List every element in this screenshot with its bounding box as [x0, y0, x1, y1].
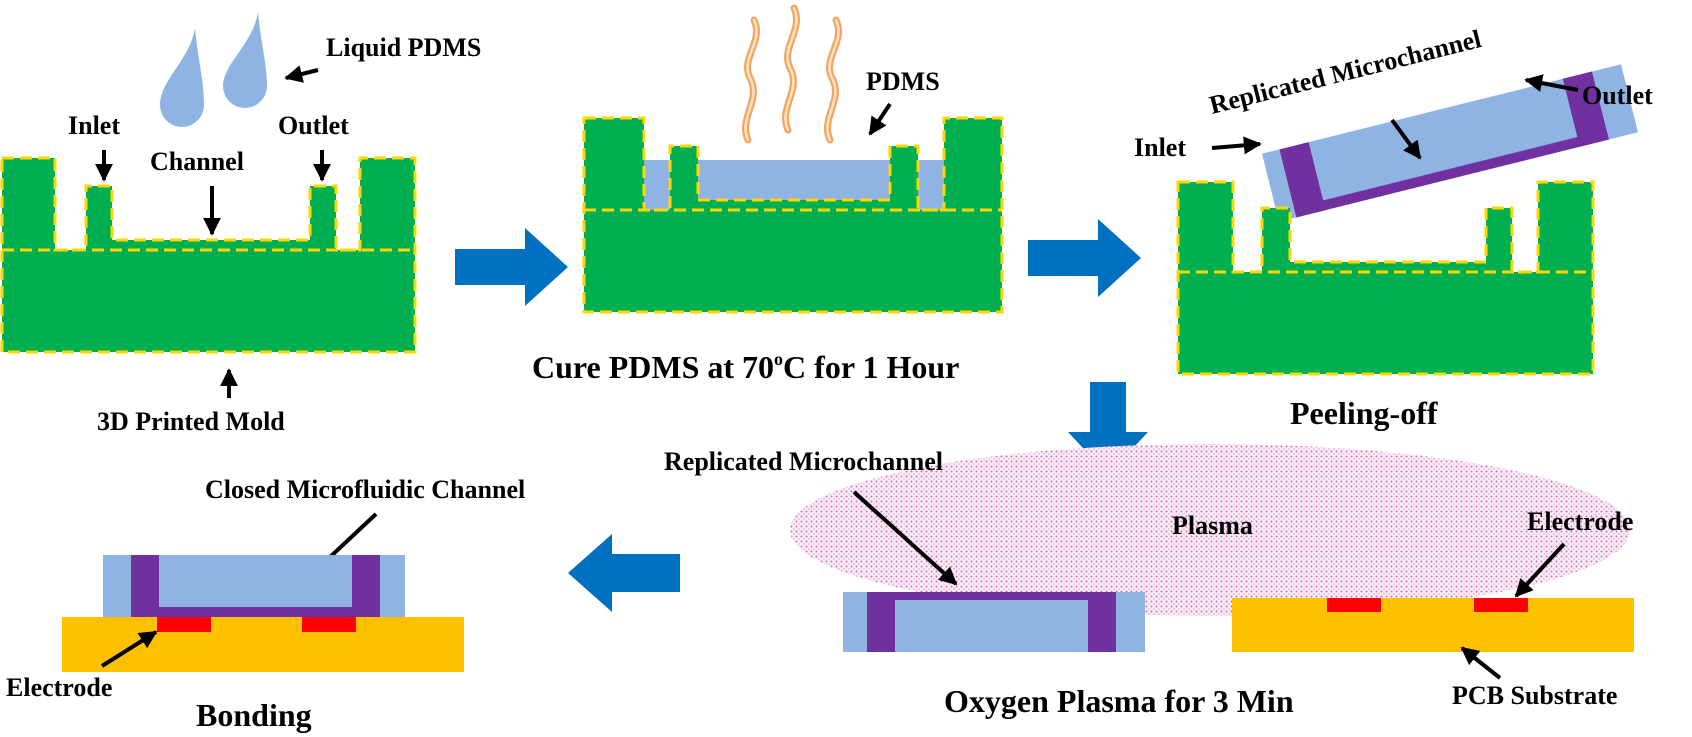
inlet-label: Inlet — [1134, 133, 1186, 162]
process-arrow — [568, 534, 680, 612]
pcb-substrate — [1232, 598, 1634, 652]
plasma-label: Plasma — [1172, 511, 1253, 540]
stage-bonding: Closed Microfluidic Channel Electrode Bo… — [6, 475, 525, 733]
replicated-label: Replicated Microchannel — [1206, 24, 1484, 120]
peel-caption: Peeling-off — [1290, 395, 1438, 431]
drop-icon — [160, 28, 204, 127]
electrode — [157, 617, 211, 632]
liquid-pdms-label: Liquid PDMS — [326, 33, 481, 62]
mold-body — [0, 156, 417, 354]
stage-plasma: Plasma Replicated Microchannel Electrode… — [664, 444, 1634, 719]
process-arrow — [1028, 219, 1141, 297]
pdms-channel-piece — [843, 592, 1145, 652]
process-arrow — [455, 228, 568, 306]
replicated-microchannel-piece — [1262, 64, 1638, 222]
drop-icon — [223, 12, 267, 108]
closed-channel-label: Closed Microfluidic Channel — [205, 475, 525, 504]
bonded-device — [62, 555, 464, 672]
channel-label: Channel — [150, 147, 244, 176]
mold-body — [1176, 180, 1595, 376]
inlet-label: Inlet — [68, 111, 120, 140]
pcb-label: PCB Substrate — [1452, 681, 1617, 710]
plasma-cloud — [790, 444, 1630, 616]
cure-caption: Cure PDMS at 70oC for 1 Hour — [532, 349, 959, 385]
stage-mold: Liquid PDMS Inlet Channel Outlet 3D Prin… — [0, 12, 481, 436]
electrode — [1474, 598, 1528, 612]
replicated-label: Replicated Microchannel — [664, 447, 943, 476]
electrode-label: Electrode — [6, 673, 112, 702]
stage-peel: Replicated Microchannel Inlet Outlet Pee… — [1134, 24, 1653, 431]
stage-cure: PDMS Cure PDMS at 70oC for 1 Hour — [532, 4, 1004, 385]
outlet-label: Outlet — [278, 111, 349, 140]
mold-body — [582, 116, 1004, 314]
pdms-label: PDMS — [866, 67, 940, 96]
bonding-caption: Bonding — [196, 697, 312, 733]
plasma-caption: Oxygen Plasma for 3 Min — [944, 683, 1294, 719]
outlet-label: Outlet — [1582, 81, 1653, 110]
heat-icon — [742, 4, 842, 144]
electrode — [1327, 598, 1381, 612]
electrode — [302, 617, 356, 632]
electrode-label: Electrode — [1527, 507, 1633, 536]
mold-label: 3D Printed Mold — [97, 407, 285, 436]
